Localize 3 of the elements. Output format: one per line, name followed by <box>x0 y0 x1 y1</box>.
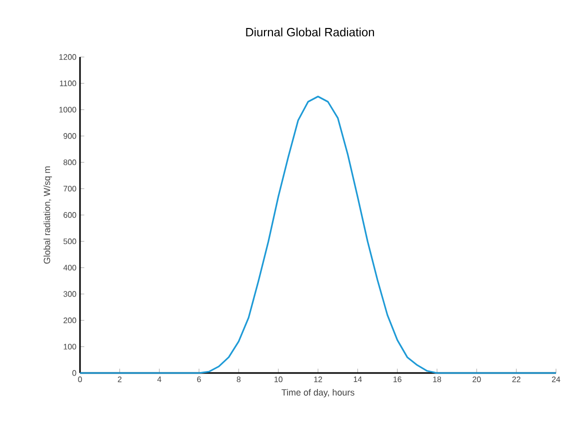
chart-title: Diurnal Global Radiation <box>246 28 374 36</box>
x-axis-title: Time of day, hours <box>282 389 354 398</box>
y-axis-title: Global radiation, W/sq m <box>44 166 52 264</box>
